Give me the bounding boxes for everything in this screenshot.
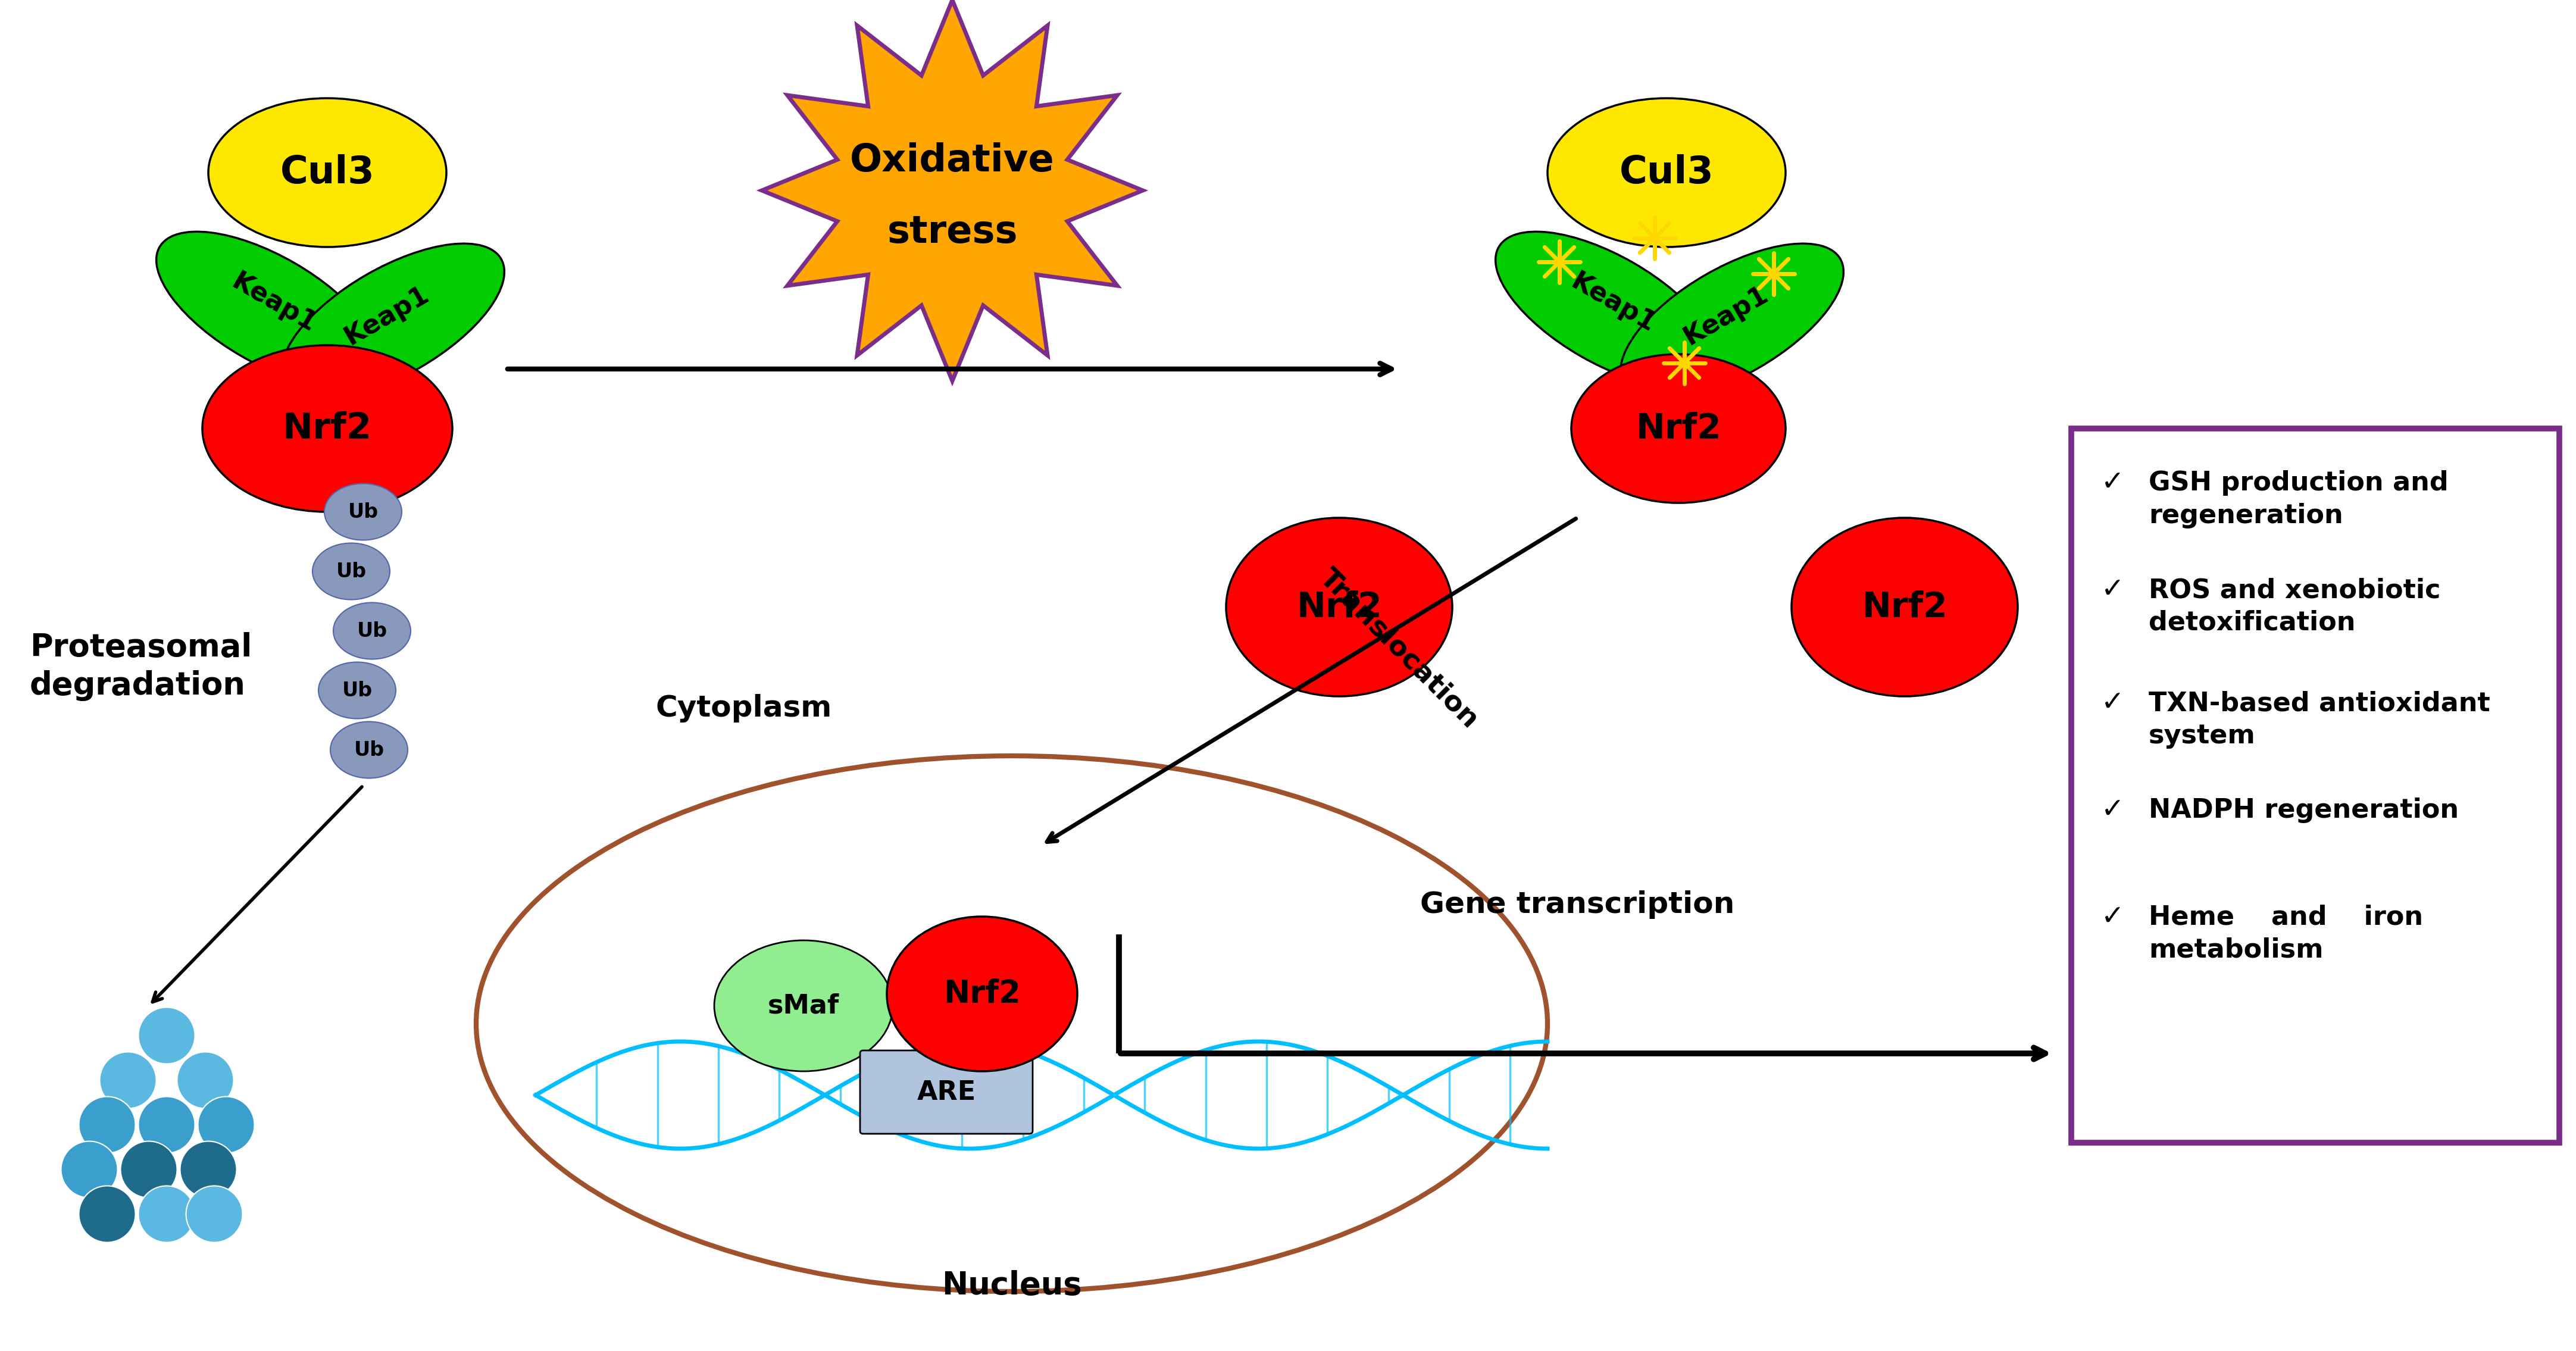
- Ellipse shape: [80, 1186, 137, 1243]
- Ellipse shape: [139, 1186, 196, 1243]
- Ellipse shape: [209, 99, 446, 247]
- Text: Keap1: Keap1: [1566, 269, 1659, 338]
- Ellipse shape: [1790, 517, 2017, 696]
- FancyBboxPatch shape: [860, 1051, 1033, 1133]
- Text: Ub: Ub: [335, 562, 366, 581]
- Text: Cul3: Cul3: [281, 154, 374, 190]
- Ellipse shape: [281, 243, 505, 399]
- Ellipse shape: [1548, 99, 1785, 247]
- Ellipse shape: [180, 1142, 237, 1198]
- Text: ✓: ✓: [2102, 905, 2125, 931]
- Text: ✓: ✓: [2102, 797, 2125, 824]
- Text: Cytoplasm: Cytoplasm: [657, 694, 832, 723]
- Ellipse shape: [178, 1052, 234, 1108]
- Ellipse shape: [330, 721, 407, 778]
- Text: Heme    and    iron
metabolism: Heme and iron metabolism: [2148, 905, 2424, 963]
- Ellipse shape: [1226, 517, 1453, 696]
- Ellipse shape: [714, 940, 894, 1071]
- Text: Nrf2: Nrf2: [1862, 590, 1947, 624]
- Ellipse shape: [185, 1186, 242, 1243]
- Text: Nrf2: Nrf2: [283, 411, 371, 446]
- Text: Ub: Ub: [343, 681, 374, 700]
- Text: GSH production and
regeneration: GSH production and regeneration: [2148, 470, 2447, 528]
- Ellipse shape: [332, 603, 410, 659]
- Ellipse shape: [157, 231, 379, 388]
- FancyBboxPatch shape: [2071, 428, 2561, 1143]
- Text: Ub: Ub: [358, 621, 386, 640]
- Text: Keap1: Keap1: [227, 269, 319, 338]
- Polygon shape: [762, 0, 1144, 381]
- Text: ARE: ARE: [917, 1079, 976, 1105]
- Ellipse shape: [139, 1097, 196, 1154]
- Ellipse shape: [139, 1008, 196, 1063]
- Ellipse shape: [80, 1097, 137, 1154]
- Text: Nrf2: Nrf2: [1296, 590, 1381, 624]
- Text: ✓: ✓: [2102, 470, 2125, 497]
- Text: ROS and xenobiotic
detoxification: ROS and xenobiotic detoxification: [2148, 577, 2439, 635]
- Ellipse shape: [121, 1142, 178, 1198]
- Text: Nrf2: Nrf2: [943, 978, 1020, 1009]
- Ellipse shape: [319, 662, 397, 719]
- Ellipse shape: [100, 1052, 157, 1108]
- Ellipse shape: [1620, 243, 1844, 399]
- Ellipse shape: [312, 543, 389, 600]
- Ellipse shape: [325, 484, 402, 540]
- Text: Nrf2: Nrf2: [1636, 412, 1721, 446]
- Text: sMaf: sMaf: [768, 993, 840, 1019]
- Ellipse shape: [1497, 231, 1718, 388]
- Text: Ub: Ub: [348, 503, 379, 521]
- Text: TXN-based antioxidant
system: TXN-based antioxidant system: [2148, 690, 2491, 748]
- Text: Nucleus: Nucleus: [943, 1270, 1082, 1301]
- Text: Cul3: Cul3: [1620, 154, 1713, 190]
- Text: Keap1: Keap1: [1680, 281, 1772, 350]
- Text: stress: stress: [886, 213, 1018, 250]
- Ellipse shape: [886, 916, 1077, 1071]
- Text: NADPH regeneration: NADPH regeneration: [2148, 797, 2460, 823]
- Text: Ub: Ub: [353, 740, 384, 759]
- Text: ✓: ✓: [2102, 690, 2125, 717]
- Text: Oxidative: Oxidative: [850, 142, 1054, 180]
- Ellipse shape: [198, 1097, 255, 1154]
- Text: Translocation: Translocation: [1314, 563, 1484, 734]
- Text: ✓: ✓: [2102, 577, 2125, 604]
- Text: Gene transcription: Gene transcription: [1419, 890, 1734, 919]
- Ellipse shape: [1571, 354, 1785, 503]
- Text: Proteasomal
degradation: Proteasomal degradation: [31, 632, 252, 701]
- Text: Keap1: Keap1: [340, 281, 433, 350]
- Ellipse shape: [204, 346, 453, 512]
- Ellipse shape: [62, 1142, 118, 1198]
